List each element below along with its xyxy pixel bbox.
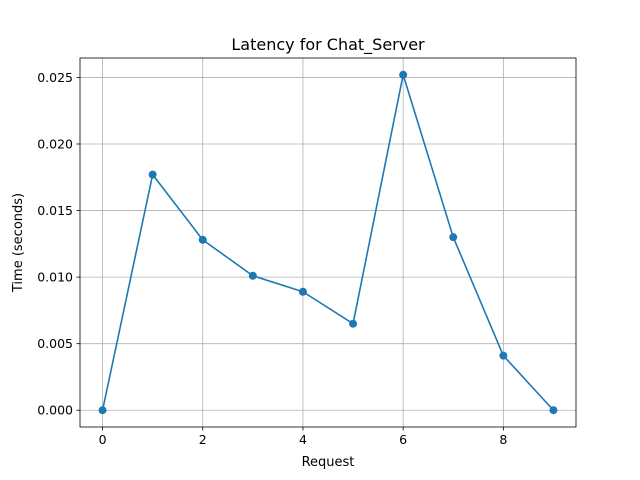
- x-axis-label: Request: [302, 455, 355, 470]
- x-axis-ticks: 0 2 4 6 8: [99, 427, 507, 447]
- grid-lines: [80, 58, 576, 427]
- y-tick-label: 0.020: [37, 136, 73, 151]
- data-point: [98, 406, 107, 415]
- data-point: [399, 70, 408, 79]
- x-tick-label: 8: [499, 432, 507, 447]
- data-point: [549, 406, 558, 415]
- plot-frame: [79, 57, 577, 428]
- data-point: [248, 271, 257, 280]
- y-tick-label: 0.025: [37, 70, 73, 85]
- y-tick-label: 0.015: [37, 203, 73, 218]
- series-layer: [98, 70, 558, 415]
- data-point: [499, 351, 508, 360]
- x-tick-label: 0: [99, 432, 107, 447]
- data-point: [349, 319, 358, 328]
- y-tick-label: 0.005: [37, 336, 73, 351]
- chart-title: Latency for Chat_Server: [231, 35, 425, 55]
- data-point: [298, 287, 307, 296]
- y-tick-label: 0.010: [37, 270, 73, 285]
- y-tick-label: 0.000: [37, 403, 73, 418]
- data-point: [148, 170, 157, 179]
- x-tick-label: 6: [399, 432, 407, 447]
- x-tick-label: 2: [199, 432, 207, 447]
- x-tick-label: 4: [299, 432, 307, 447]
- data-point: [449, 233, 458, 242]
- series-line: [101, 73, 555, 411]
- y-axis-ticks: 0.000 0.005 0.010 0.015 0.020 0.025: [37, 70, 80, 418]
- data-point: [198, 235, 207, 244]
- y-axis-label: Time (seconds): [11, 193, 26, 293]
